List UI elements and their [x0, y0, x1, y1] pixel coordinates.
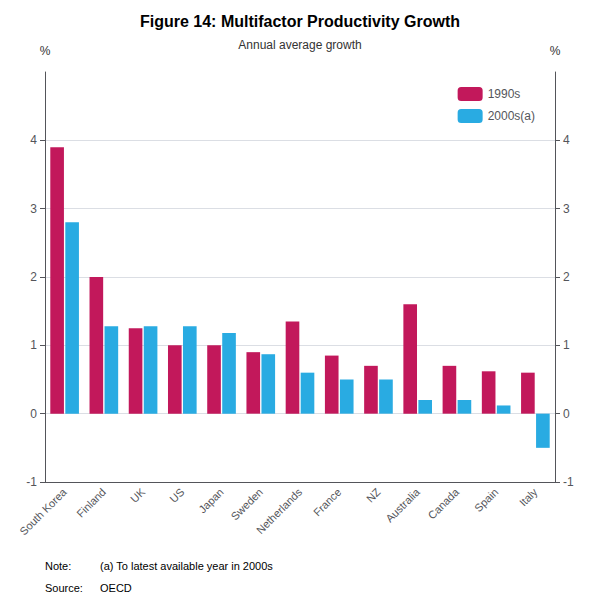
svg-text:Japan: Japan	[196, 486, 226, 516]
svg-text:1: 1	[563, 338, 570, 352]
svg-text:Annual average growth: Annual average growth	[238, 38, 361, 52]
svg-text:UK: UK	[128, 485, 148, 505]
svg-text:Australia: Australia	[383, 485, 422, 524]
svg-text:-1: -1	[563, 475, 574, 489]
svg-text:Netherlands: Netherlands	[254, 485, 305, 536]
svg-text:Note:: Note:	[45, 560, 71, 572]
svg-text:Spain: Spain	[472, 486, 500, 514]
svg-text:NZ: NZ	[364, 486, 383, 505]
svg-text:3: 3	[563, 202, 570, 216]
svg-text:Italy: Italy	[517, 485, 540, 508]
svg-text:2000s(a): 2000s(a)	[488, 109, 535, 123]
svg-text:%: %	[550, 44, 561, 58]
svg-text:France: France	[311, 486, 344, 519]
svg-text:-1: -1	[26, 475, 37, 489]
svg-text:Figure 14: Multifactor Product: Figure 14: Multifactor Productivity Grow…	[140, 13, 460, 30]
svg-text:Source:: Source:	[45, 582, 83, 594]
svg-text:4: 4	[30, 133, 37, 147]
svg-text:0: 0	[563, 407, 570, 421]
svg-text:4: 4	[563, 133, 570, 147]
svg-text:(a) To latest available year i: (a) To latest available year in 2000s	[100, 560, 273, 572]
svg-text:%: %	[40, 44, 51, 58]
svg-text:OECD: OECD	[100, 582, 132, 594]
svg-text:2: 2	[563, 270, 570, 284]
svg-text:1: 1	[30, 338, 37, 352]
svg-text:1990s: 1990s	[488, 87, 521, 101]
svg-text:2: 2	[30, 270, 37, 284]
svg-text:Sweden: Sweden	[228, 486, 265, 523]
svg-text:US: US	[167, 486, 186, 505]
svg-text:0: 0	[30, 407, 37, 421]
svg-text:Canada: Canada	[425, 485, 461, 521]
svg-text:South Korea: South Korea	[17, 485, 69, 537]
svg-text:3: 3	[30, 202, 37, 216]
svg-text:Finland: Finland	[74, 486, 108, 520]
